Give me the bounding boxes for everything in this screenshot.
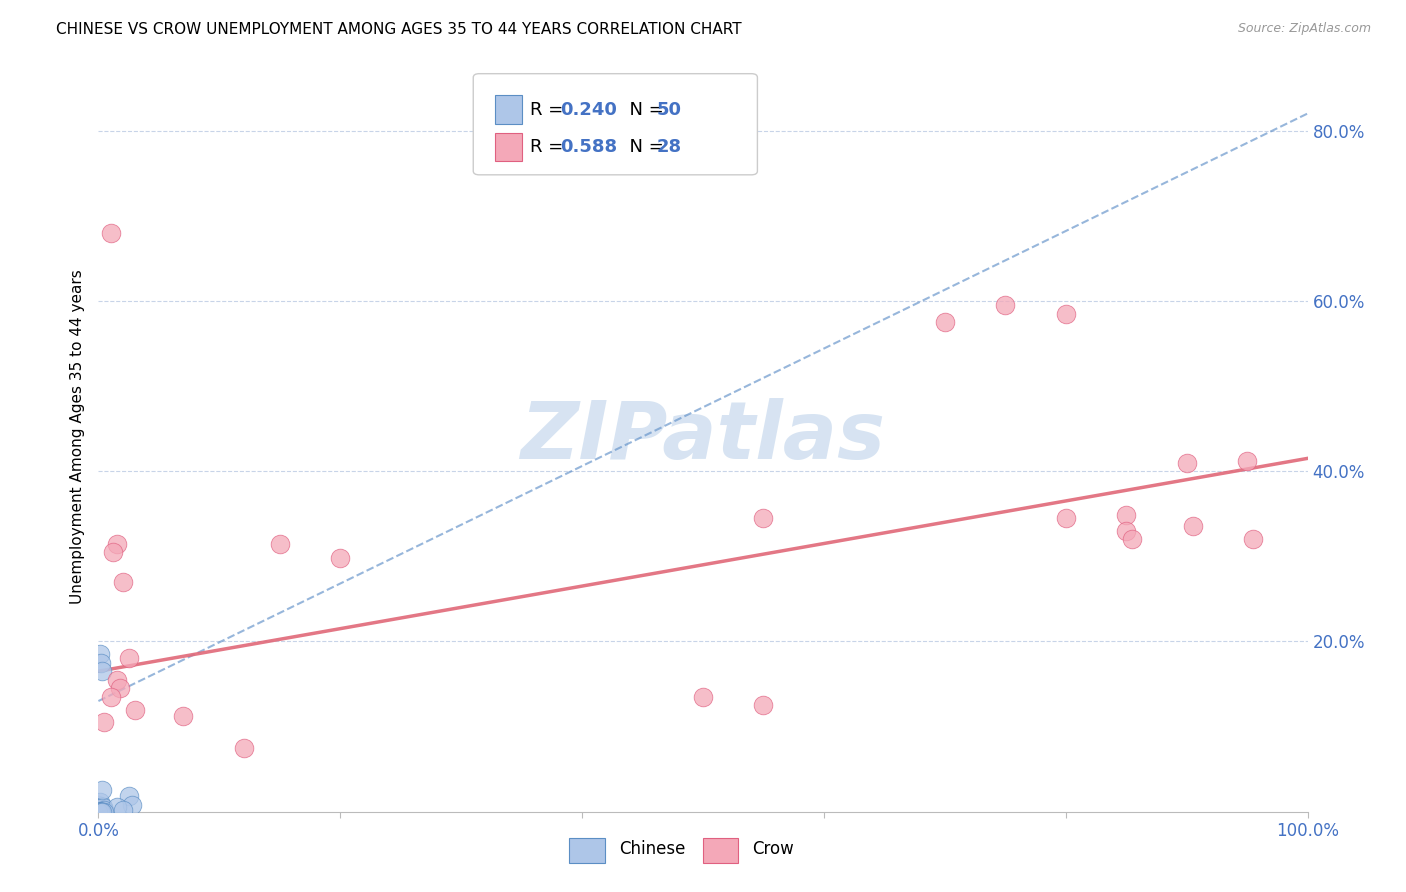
Point	[90, 805, 112, 819]
Point	[89, 805, 111, 819]
Point	[89, 805, 111, 819]
Bar	[495, 133, 522, 161]
Text: Crow: Crow	[752, 840, 794, 858]
Point	[91, 800, 114, 814]
Point	[118, 651, 141, 665]
Point	[111, 574, 134, 589]
Point	[1236, 454, 1258, 468]
Text: 28: 28	[657, 138, 682, 156]
Text: ZIPatlas: ZIPatlas	[520, 398, 886, 476]
Point	[91, 803, 114, 817]
Point	[1054, 511, 1077, 525]
Point	[87, 805, 110, 819]
Point	[105, 673, 128, 687]
Text: Chinese: Chinese	[619, 840, 685, 858]
Point	[1175, 456, 1198, 470]
Point	[90, 805, 112, 819]
Text: N =: N =	[619, 101, 669, 119]
Point	[89, 800, 111, 814]
Text: Source: ZipAtlas.com: Source: ZipAtlas.com	[1237, 22, 1371, 36]
Point	[93, 803, 115, 817]
Y-axis label: Unemployment Among Ages 35 to 44 years: Unemployment Among Ages 35 to 44 years	[69, 269, 84, 605]
Point	[89, 795, 111, 809]
Point	[101, 545, 124, 559]
Point	[91, 802, 114, 816]
Point	[91, 805, 114, 819]
Point	[934, 315, 956, 329]
Point	[90, 656, 112, 670]
Point	[89, 805, 111, 819]
Point	[172, 709, 194, 723]
Point	[89, 803, 111, 817]
Point	[89, 805, 111, 819]
Point	[87, 805, 110, 819]
Point	[93, 805, 115, 819]
Point	[87, 805, 110, 819]
Point	[91, 805, 114, 819]
Point	[89, 805, 111, 819]
Point	[87, 805, 110, 819]
Point	[100, 690, 122, 704]
Point	[118, 789, 141, 804]
Point	[87, 805, 110, 819]
Point	[329, 551, 352, 566]
Text: R =: R =	[530, 101, 569, 119]
Point	[91, 805, 114, 819]
Text: 0.588: 0.588	[561, 138, 617, 156]
Point	[994, 298, 1017, 312]
Point	[90, 805, 112, 819]
Point	[90, 805, 112, 819]
Point	[752, 698, 775, 713]
Text: 0.240: 0.240	[561, 101, 617, 119]
Point	[1115, 508, 1137, 523]
Point	[87, 805, 110, 819]
Point	[1115, 524, 1137, 538]
Point	[1241, 533, 1264, 547]
Bar	[495, 95, 522, 124]
Point	[752, 511, 775, 525]
Point	[89, 805, 111, 819]
Point	[91, 805, 114, 819]
Point	[91, 800, 114, 814]
Point	[692, 690, 714, 704]
Point	[111, 803, 134, 817]
Point	[100, 226, 122, 240]
Point	[91, 783, 114, 797]
Point	[105, 800, 128, 814]
Point	[87, 805, 110, 819]
Text: R =: R =	[530, 138, 569, 156]
Point	[124, 702, 146, 716]
Point	[1181, 519, 1204, 533]
Point	[89, 805, 111, 819]
Point	[90, 805, 112, 819]
Point	[87, 805, 110, 819]
Point	[89, 805, 111, 819]
Point	[1054, 307, 1077, 321]
Point	[89, 805, 111, 819]
Point	[91, 805, 114, 819]
Text: CHINESE VS CROW UNEMPLOYMENT AMONG AGES 35 TO 44 YEARS CORRELATION CHART: CHINESE VS CROW UNEMPLOYMENT AMONG AGES …	[56, 22, 742, 37]
Point	[121, 797, 143, 812]
Point	[91, 664, 114, 678]
Point	[90, 800, 112, 814]
Point	[87, 797, 110, 812]
FancyBboxPatch shape	[474, 74, 758, 175]
Point	[105, 536, 128, 550]
Point	[89, 805, 111, 819]
Text: N =: N =	[619, 138, 669, 156]
Point	[87, 805, 110, 819]
Point	[89, 647, 111, 661]
Point	[90, 805, 112, 819]
Point	[108, 681, 131, 696]
Point	[90, 805, 112, 819]
Point	[93, 715, 115, 730]
Point	[1121, 533, 1143, 547]
Point	[232, 740, 254, 755]
Text: 50: 50	[657, 101, 682, 119]
Point	[269, 536, 291, 550]
